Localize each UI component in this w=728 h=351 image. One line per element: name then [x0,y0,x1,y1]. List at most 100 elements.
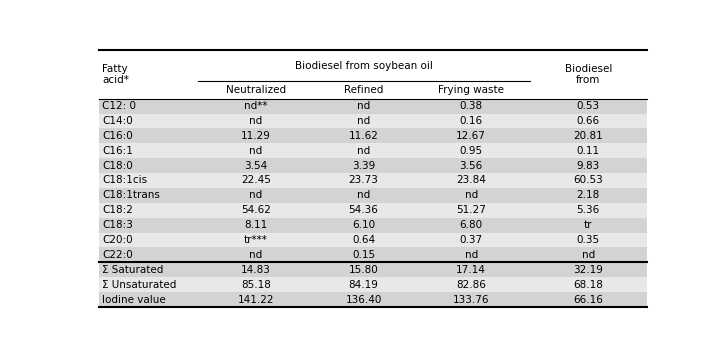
Text: 2.18: 2.18 [577,190,600,200]
Text: 12.67: 12.67 [456,131,486,141]
Text: 60.53: 60.53 [574,176,603,185]
Text: 68.18: 68.18 [573,280,604,290]
FancyBboxPatch shape [314,128,413,143]
FancyBboxPatch shape [100,113,197,128]
FancyBboxPatch shape [197,247,314,262]
Text: nd: nd [250,190,263,200]
FancyBboxPatch shape [413,188,530,203]
FancyBboxPatch shape [100,233,197,247]
FancyBboxPatch shape [100,99,197,113]
Text: 17.14: 17.14 [456,265,486,275]
FancyBboxPatch shape [197,143,314,158]
Text: 20.81: 20.81 [574,131,603,141]
FancyBboxPatch shape [314,247,413,262]
FancyBboxPatch shape [197,81,314,99]
FancyBboxPatch shape [413,233,530,247]
FancyBboxPatch shape [530,173,646,188]
FancyBboxPatch shape [530,292,646,307]
Text: 5.36: 5.36 [577,205,600,215]
FancyBboxPatch shape [100,247,197,262]
Text: 0.15: 0.15 [352,250,375,260]
FancyBboxPatch shape [314,113,413,128]
FancyBboxPatch shape [197,203,314,218]
FancyBboxPatch shape [314,143,413,158]
Text: nd: nd [250,146,263,156]
FancyBboxPatch shape [530,188,646,203]
FancyBboxPatch shape [100,218,197,233]
Text: 0.53: 0.53 [577,101,600,111]
FancyBboxPatch shape [530,277,646,292]
FancyBboxPatch shape [314,292,413,307]
Text: 22.45: 22.45 [241,176,271,185]
FancyBboxPatch shape [314,99,413,113]
FancyBboxPatch shape [314,158,413,173]
Text: Refined: Refined [344,85,384,95]
FancyBboxPatch shape [314,188,413,203]
Text: 3.54: 3.54 [245,161,268,171]
FancyBboxPatch shape [100,188,197,203]
FancyBboxPatch shape [100,158,197,173]
Text: 23.84: 23.84 [456,176,486,185]
Text: nd: nd [357,116,371,126]
FancyBboxPatch shape [413,247,530,262]
Text: Neutralized: Neutralized [226,85,286,95]
FancyBboxPatch shape [197,50,530,81]
FancyBboxPatch shape [530,218,646,233]
Text: 6.80: 6.80 [459,220,483,230]
Text: tr***: tr*** [244,235,268,245]
Text: C22:0: C22:0 [102,250,133,260]
FancyBboxPatch shape [197,277,314,292]
FancyBboxPatch shape [530,247,646,262]
FancyBboxPatch shape [413,218,530,233]
Text: 15.80: 15.80 [349,265,379,275]
FancyBboxPatch shape [530,128,646,143]
Text: 23.73: 23.73 [349,176,379,185]
Text: C18:1trans: C18:1trans [102,190,160,200]
FancyBboxPatch shape [530,262,646,277]
Text: nd: nd [357,101,371,111]
FancyBboxPatch shape [197,113,314,128]
Text: 133.76: 133.76 [453,294,489,305]
FancyBboxPatch shape [530,50,646,99]
Text: Iodine value: Iodine value [102,294,166,305]
Text: 3.39: 3.39 [352,161,375,171]
Text: Biodiesel
from: Biodiesel from [564,64,612,85]
FancyBboxPatch shape [100,50,197,99]
Text: 0.16: 0.16 [459,116,483,126]
Text: 141.22: 141.22 [238,294,274,305]
Text: Σ Unsaturated: Σ Unsaturated [102,280,177,290]
Text: 82.86: 82.86 [456,280,486,290]
Text: 32.19: 32.19 [573,265,604,275]
FancyBboxPatch shape [197,233,314,247]
FancyBboxPatch shape [530,113,646,128]
Text: 0.66: 0.66 [577,116,600,126]
Text: 0.64: 0.64 [352,235,375,245]
Text: 0.38: 0.38 [459,101,483,111]
Text: 66.16: 66.16 [573,294,604,305]
FancyBboxPatch shape [530,143,646,158]
FancyBboxPatch shape [530,203,646,218]
Text: 6.10: 6.10 [352,220,375,230]
FancyBboxPatch shape [413,292,530,307]
FancyBboxPatch shape [100,128,197,143]
Text: 54.62: 54.62 [241,205,271,215]
Text: 51.27: 51.27 [456,205,486,215]
FancyBboxPatch shape [413,262,530,277]
Text: C16:0: C16:0 [102,131,133,141]
FancyBboxPatch shape [100,143,197,158]
Text: 0.95: 0.95 [459,146,483,156]
Text: C18:3: C18:3 [102,220,133,230]
FancyBboxPatch shape [100,203,197,218]
Text: nd: nd [582,250,595,260]
Text: 84.19: 84.19 [349,280,379,290]
Text: C16:1: C16:1 [102,146,133,156]
FancyBboxPatch shape [314,218,413,233]
FancyBboxPatch shape [530,158,646,173]
Text: nd: nd [357,190,371,200]
Text: 11.62: 11.62 [349,131,379,141]
Text: C20:0: C20:0 [102,235,133,245]
FancyBboxPatch shape [197,292,314,307]
Text: nd: nd [250,116,263,126]
FancyBboxPatch shape [413,113,530,128]
Text: Fatty
acid*: Fatty acid* [102,64,129,85]
